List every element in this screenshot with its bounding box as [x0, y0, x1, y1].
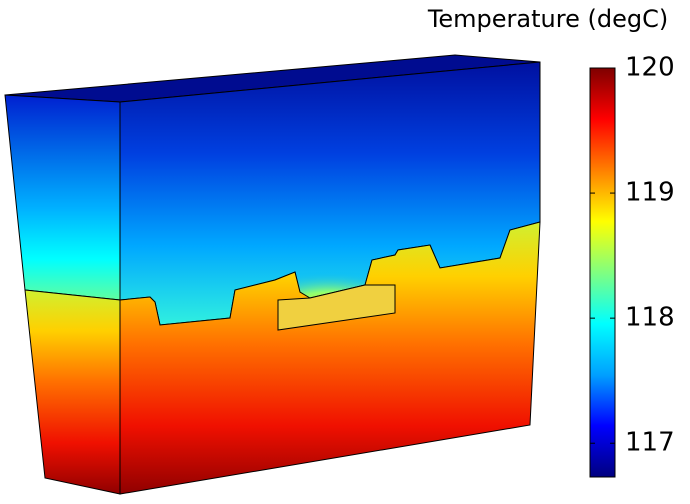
model [4, 54, 541, 495]
tick-label: 117 [625, 428, 675, 458]
tick-label: 119 [625, 178, 675, 208]
tick-label: 118 [625, 303, 675, 333]
side-face-upper [4, 94, 121, 301]
slot-plate [277, 284, 396, 331]
side-face-lower [24, 289, 121, 495]
front-face-lower [119, 221, 541, 495]
tick-label: 120 [625, 53, 675, 83]
colorbar [589, 67, 616, 478]
colorbar-title: Temperature (degC) [427, 5, 668, 33]
